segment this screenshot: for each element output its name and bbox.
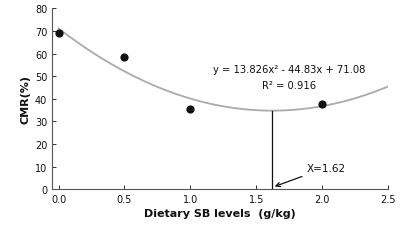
Point [319,103,325,107]
Point [55,32,62,36]
Point [121,56,128,60]
X-axis label: Dietary SB levels  (g/kg): Dietary SB levels (g/kg) [144,208,296,218]
Point [187,108,194,111]
Text: X=1.62: X=1.62 [276,163,346,187]
Text: R² = 0.916: R² = 0.916 [262,81,316,91]
Y-axis label: CMR(%): CMR(%) [20,75,30,124]
Text: y = 13.826x² - 44.83x + 71.08: y = 13.826x² - 44.83x + 71.08 [213,65,365,75]
